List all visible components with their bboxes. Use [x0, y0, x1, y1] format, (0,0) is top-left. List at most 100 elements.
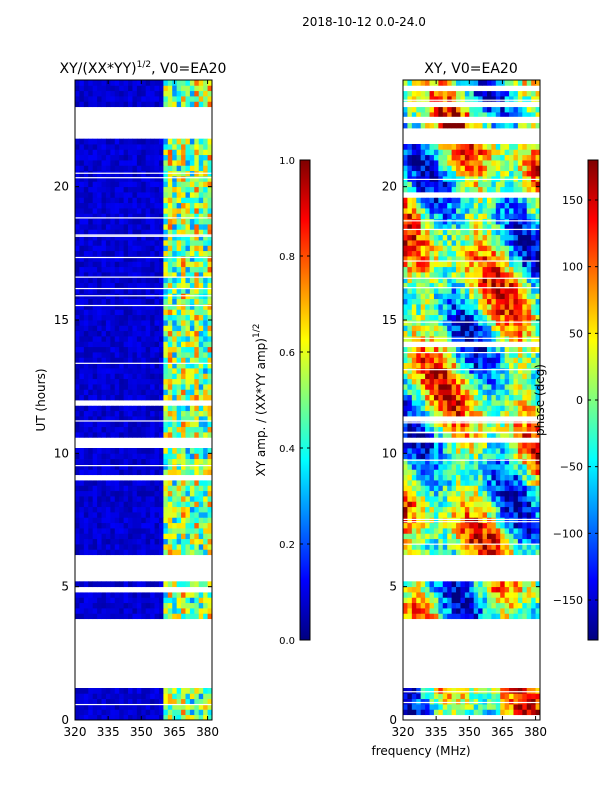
heatmap-cell [474, 507, 479, 513]
heatmap-cell [97, 315, 102, 321]
heatmap-cell [518, 299, 523, 305]
heatmap-cell [110, 469, 115, 475]
heatmap-cell [93, 139, 98, 145]
heatmap-cell [505, 533, 510, 539]
heatmap-cell [465, 357, 470, 363]
heatmap-cell [163, 597, 168, 603]
heatmap-cell [106, 341, 111, 347]
heatmap-cell [412, 533, 417, 539]
heatmap-cell [93, 101, 98, 107]
heatmap-cell [119, 91, 124, 97]
heatmap-cell [203, 592, 208, 598]
heatmap-cell [443, 549, 448, 555]
heatmap-cell [407, 549, 412, 555]
heatmap-cell [194, 384, 199, 390]
heatmap-cell [483, 288, 488, 294]
heatmap-cell [465, 709, 470, 715]
heatmap-cell [102, 709, 107, 715]
heatmap-cell [150, 352, 155, 358]
heatmap-cell [185, 251, 190, 257]
heatmap-cell [137, 91, 142, 97]
heatmap-cell [465, 491, 470, 497]
heatmap-cell [124, 587, 129, 593]
heatmap-cell [146, 528, 151, 534]
heatmap-cell [531, 315, 536, 321]
heatmap-cell [469, 491, 474, 497]
heatmap-cell [163, 155, 168, 161]
heatmap-cell [155, 379, 160, 385]
heatmap-cell [456, 309, 461, 315]
heatmap-cell [132, 475, 137, 481]
heatmap-cell [84, 144, 89, 150]
heatmap-cell [403, 309, 408, 315]
heatmap-cell [75, 101, 80, 107]
heatmap-cell [168, 80, 173, 86]
heatmap-cell [124, 533, 129, 539]
heatmap-cell [452, 395, 457, 401]
heatmap-cell [190, 101, 195, 107]
heatmap-cell [181, 400, 186, 406]
heatmap-cell [190, 331, 195, 337]
heatmap-cell [119, 613, 124, 619]
heatmap-cell [500, 384, 505, 390]
heatmap-cell [163, 608, 168, 614]
heatmap-cell [106, 693, 111, 699]
heatmap-cell [403, 549, 408, 555]
heatmap-cell [421, 544, 426, 550]
heatmap-cell [119, 448, 124, 454]
heatmap-cell [168, 181, 173, 187]
heatmap-cell [421, 320, 426, 326]
heatmap-cell [496, 411, 501, 417]
heatmap-cell [483, 587, 488, 593]
heatmap-cell [88, 352, 93, 358]
heatmap-cell [79, 283, 84, 289]
heatmap-cell [137, 181, 142, 187]
heatmap-cell [163, 496, 168, 502]
heatmap-cell [491, 347, 496, 353]
heatmap-cell [172, 475, 177, 481]
heatmap-cell [75, 155, 80, 161]
heatmap-cell [203, 245, 208, 251]
amplitude-heatmap [75, 80, 212, 720]
heatmap-cell [518, 427, 523, 433]
heatmap-cell [496, 597, 501, 603]
heatmap-cell [79, 224, 84, 230]
heatmap-cell [132, 491, 137, 497]
heatmap-cell [194, 101, 199, 107]
heatmap-cell [132, 597, 137, 603]
heatmap-cell [141, 315, 146, 321]
heatmap-cell [416, 272, 421, 278]
heatmap-cell [194, 256, 199, 262]
heatmap-cell [513, 592, 518, 598]
heatmap-cell [194, 496, 199, 502]
heatmap-cell [203, 699, 208, 705]
heatmap-cell [150, 331, 155, 337]
heatmap-cell [460, 464, 465, 470]
heatmap-cell [115, 160, 120, 166]
heatmap-cell [194, 453, 199, 459]
heatmap-cell [447, 544, 452, 550]
heatmap-cell [159, 336, 164, 342]
heatmap-cell [75, 304, 80, 310]
heatmap-cell [110, 512, 115, 518]
heatmap-cell [199, 149, 204, 155]
heatmap-cell [106, 85, 111, 91]
heatmap-cell [465, 448, 470, 454]
heatmap-cell [124, 379, 129, 385]
heatmap-cell [97, 309, 102, 315]
heatmap-cell [163, 315, 168, 321]
heatmap-cell [106, 203, 111, 209]
heatmap-cell [159, 245, 164, 251]
heatmap-cell [452, 603, 457, 609]
heatmap-cell [168, 368, 173, 374]
heatmap-cell [513, 539, 518, 545]
heatmap-cell [447, 709, 452, 715]
heatmap-cell [491, 512, 496, 518]
heatmap-cell [102, 304, 107, 310]
heatmap-cell [518, 288, 523, 294]
heatmap-cell [194, 544, 199, 550]
heatmap-cell [469, 315, 474, 321]
heatmap-cell [478, 709, 483, 715]
heatmap-cell [199, 277, 204, 283]
heatmap-cell [132, 160, 137, 166]
